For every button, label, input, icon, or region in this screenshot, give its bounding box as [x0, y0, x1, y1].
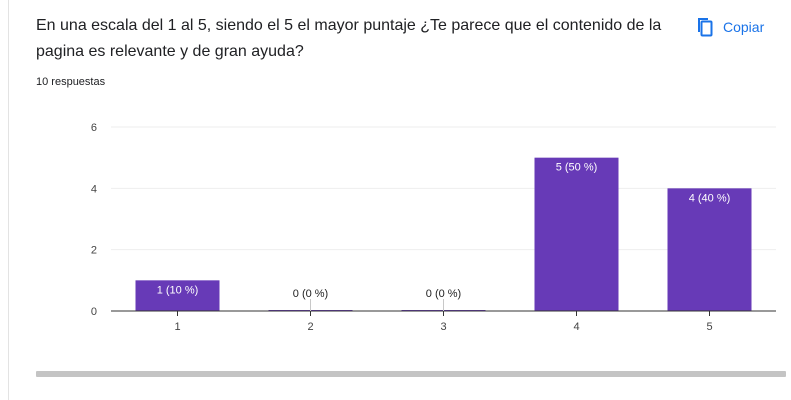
horizontal-scrollbar[interactable] [36, 371, 786, 377]
y-axis-ticks: 0 2 4 6 [91, 122, 97, 318]
bar [534, 157, 619, 311]
y-tick-label: 2 [91, 245, 97, 257]
left-border [8, 0, 9, 400]
data-label: 5 (50 %) [556, 162, 598, 174]
bars [135, 157, 752, 311]
copy-button-label: Copiar [723, 19, 765, 35]
response-count: 10 respuestas [36, 76, 106, 88]
gridlines [111, 126, 776, 251]
x-axis-ticks: 1 2 3 4 5 [174, 311, 713, 333]
y-tick-label: 6 [91, 122, 97, 134]
y-tick-label: 0 [91, 306, 97, 318]
data-label: 4 (40 %) [689, 192, 731, 204]
x-tick-label: 5 [706, 321, 712, 333]
data-label: 0 (0 %) [426, 288, 461, 300]
data-label: 1 (10 %) [157, 284, 199, 296]
x-tick-label: 2 [307, 321, 313, 333]
data-labels: 1 (10 %) 0 (0 %) 0 (0 %) 5 (50 %) 4 (40 %) [157, 162, 731, 311]
x-tick-label: 4 [573, 321, 579, 333]
copy-button[interactable]: Copiar [695, 14, 764, 40]
copy-icon [695, 17, 713, 37]
x-tick-label: 3 [440, 321, 446, 333]
bar [135, 280, 220, 311]
x-tick-label: 1 [174, 321, 180, 333]
question-title: En una escala del 1 al 5, siendo el 5 el… [36, 17, 662, 60]
y-tick-label: 4 [91, 183, 97, 195]
bar [667, 188, 752, 311]
data-label: 0 (0 %) [293, 288, 328, 300]
